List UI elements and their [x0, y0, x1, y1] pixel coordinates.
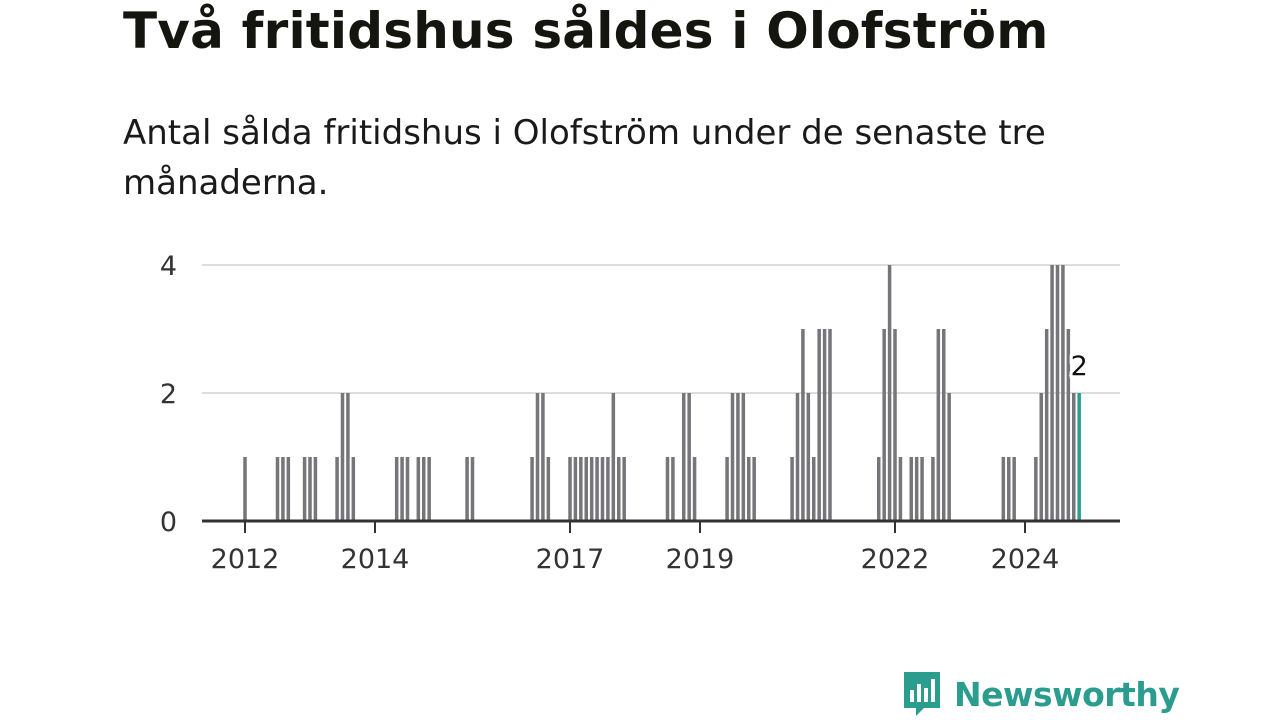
bar — [817, 329, 821, 521]
bar — [1061, 265, 1065, 521]
bar — [541, 393, 545, 521]
newsworthy-logo-icon — [904, 672, 940, 716]
bar — [405, 457, 410, 521]
bar — [665, 457, 670, 521]
bar — [882, 329, 886, 521]
bar — [346, 393, 350, 521]
bar — [671, 457, 675, 521]
bar — [611, 393, 616, 521]
bar — [828, 329, 832, 521]
tick-labels: 0 2 4 2012 2014 2017 2019 2022 2024 — [160, 251, 1060, 575]
bars — [243, 265, 1081, 521]
bar — [600, 457, 605, 521]
bar — [340, 393, 345, 521]
bar — [914, 457, 919, 521]
bar — [936, 329, 941, 521]
bar — [1012, 457, 1016, 521]
chart-title: Två fritidshus såldes i Olofström — [123, 2, 1049, 60]
bar — [730, 393, 735, 521]
bar — [335, 457, 339, 521]
bar — [909, 457, 913, 521]
bar — [692, 457, 697, 521]
grid-lines — [202, 264, 1120, 394]
bar — [806, 393, 811, 521]
bar — [877, 457, 881, 521]
bar — [579, 457, 583, 521]
bar — [795, 393, 800, 521]
chart-subtitle: Antal sålda fritidshus i Olofström under… — [123, 113, 1046, 203]
bar — [535, 393, 540, 521]
bar — [931, 457, 935, 521]
bar — [1050, 265, 1054, 521]
bar — [422, 457, 426, 521]
bar — [801, 329, 805, 521]
x-tick-label: 2022 — [861, 544, 930, 575]
bar — [1055, 265, 1060, 521]
bar — [308, 457, 312, 521]
bar — [790, 457, 794, 521]
bar — [822, 329, 827, 521]
bar — [898, 457, 903, 521]
x-tick-label: 2019 — [666, 544, 735, 575]
bar — [1072, 393, 1076, 521]
bar — [606, 457, 610, 521]
bar — [752, 457, 756, 521]
x-tick-label: 2014 — [341, 544, 410, 575]
bar — [568, 457, 572, 521]
bar — [584, 457, 588, 521]
bar — [887, 265, 892, 521]
bar — [741, 393, 746, 521]
bar — [682, 393, 686, 521]
bar — [275, 457, 280, 521]
bar — [286, 457, 291, 521]
highlight-value-label: 2 — [1071, 351, 1088, 382]
bar — [687, 393, 691, 521]
bar — [589, 457, 594, 521]
bar — [1034, 457, 1038, 521]
x-tick-label: 2017 — [536, 544, 605, 575]
bar — [313, 457, 318, 521]
bar-chart: 0 2 4 2012 2014 2017 2019 2022 2024 2 — [160, 251, 1120, 575]
y-tick-label: 4 — [160, 251, 177, 282]
bar — [812, 457, 816, 521]
bar — [1001, 457, 1006, 521]
bar — [416, 457, 421, 521]
bar — [747, 457, 751, 521]
bar — [725, 457, 729, 521]
bar — [351, 457, 356, 521]
bar — [465, 457, 469, 521]
x-tick-label: 2024 — [991, 544, 1060, 575]
bar — [1066, 329, 1071, 521]
y-tick-label: 2 — [160, 379, 177, 410]
bar — [893, 329, 897, 521]
bar — [942, 329, 946, 521]
bar — [281, 457, 285, 521]
bar — [595, 457, 599, 521]
bar — [1039, 393, 1043, 521]
bar — [1007, 457, 1011, 521]
bar — [394, 457, 399, 521]
annotations: 2 — [1068, 348, 1091, 385]
bar — [1044, 329, 1049, 521]
bar — [470, 457, 475, 521]
bar — [546, 457, 551, 521]
brand-name: Newsworthy — [954, 674, 1180, 714]
bar — [622, 457, 626, 521]
x-tick-label: 2012 — [211, 544, 280, 575]
bar — [947, 393, 951, 521]
bar — [243, 457, 247, 521]
bar — [400, 457, 404, 521]
bar — [427, 457, 431, 521]
y-tick-label: 0 — [160, 507, 177, 538]
bar — [530, 457, 534, 521]
bar — [573, 457, 578, 521]
highlight-bar — [1077, 393, 1081, 521]
newsworthy-logo: Newsworthy — [902, 670, 1180, 718]
bar — [736, 393, 740, 521]
bar — [617, 457, 621, 521]
bar — [920, 457, 924, 521]
bar — [302, 457, 307, 521]
axes — [202, 519, 1120, 533]
